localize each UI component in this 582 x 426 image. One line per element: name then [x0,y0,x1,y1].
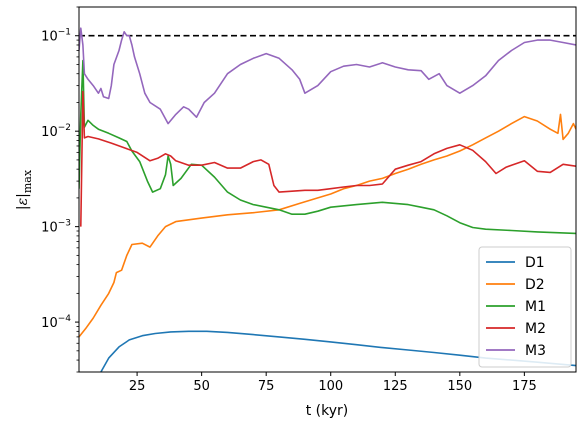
y-tick-label: 10−1 [41,28,71,45]
y-axis-label: |ε|max [15,169,34,210]
x-tick-label: 100 [318,379,343,394]
legend-label-d1: D1 [525,255,545,271]
x-tick-label: 75 [258,379,275,394]
x-tick-label: 25 [129,379,146,394]
legend-box [478,246,572,368]
x-tick-label: 150 [447,379,472,394]
svg-text:|ε|max: |ε|max [15,169,34,210]
series-line-m1 [79,59,576,235]
x-axis-label: t (kyr) [306,403,349,419]
x-tick-label: 50 [193,379,210,394]
legend-label-m3: M3 [525,343,546,359]
y-tick-label: 10−4 [41,314,71,331]
x-tick-label: 125 [383,379,408,394]
legend: D1 D2 M1 M2 M3 [478,246,572,368]
legend-label-m2: M2 [525,321,546,337]
legend-label-m1: M1 [525,299,546,315]
y-tick-label: 10−3 [41,219,71,236]
series-line-m2 [80,90,576,227]
series-line-m3 [79,27,576,125]
plot-frame [78,6,577,373]
legend-label-d2: D2 [525,277,545,293]
series-line-d2 [79,113,576,338]
x-tick-label: 175 [512,379,537,394]
y-tick-label: 10−2 [41,123,71,140]
